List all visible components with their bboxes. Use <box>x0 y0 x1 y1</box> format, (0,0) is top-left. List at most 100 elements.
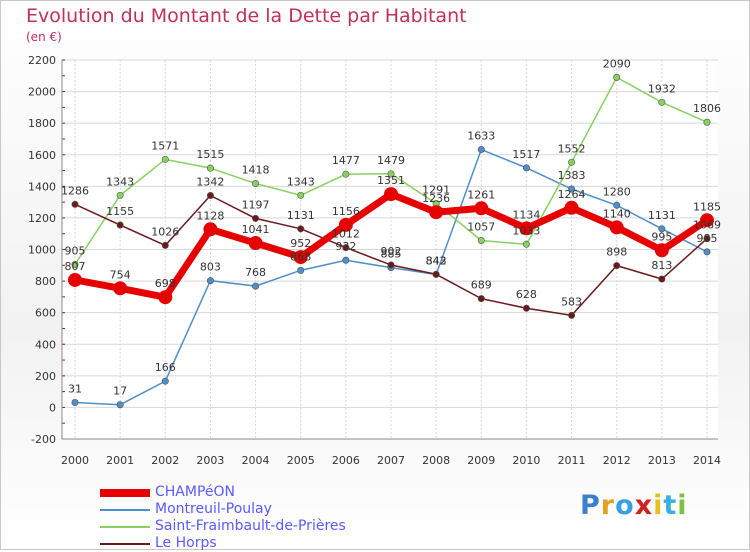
data-label: 807 <box>65 260 86 273</box>
logo-letter: r <box>600 490 616 521</box>
legend-label: Le Horps <box>155 535 217 551</box>
data-label: 628 <box>516 288 537 301</box>
data-label: 813 <box>651 259 672 272</box>
data-label: 1236 <box>422 192 450 205</box>
data-point <box>568 311 576 319</box>
data-point <box>206 191 214 199</box>
data-label: 1351 <box>377 174 405 187</box>
data-label: 1197 <box>242 198 270 211</box>
x-tick-label: 2008 <box>422 454 450 467</box>
x-tick-label: 2010 <box>512 454 540 467</box>
legend-item: Le Horps <box>100 535 400 552</box>
data-label: 1418 <box>242 163 270 176</box>
data-point <box>68 272 82 287</box>
y-tick-label: 1800 <box>28 117 56 130</box>
legend-swatch <box>100 526 150 528</box>
data-label: 1131 <box>648 209 676 222</box>
data-point <box>297 266 305 274</box>
y-tick-label: -200 <box>31 433 56 446</box>
data-label: 1131 <box>287 209 315 222</box>
data-point <box>161 377 169 385</box>
data-point <box>568 185 576 193</box>
data-point <box>387 261 395 269</box>
data-label: 1026 <box>151 225 179 238</box>
data-point <box>297 191 305 199</box>
y-tick-label: 0 <box>49 401 56 414</box>
data-label: 885 <box>381 248 402 261</box>
data-point <box>338 217 353 232</box>
legend-label: CHAMPéON <box>155 484 236 500</box>
data-point <box>658 275 666 283</box>
data-point <box>522 304 530 312</box>
legend-item: Montreuil-Poulay <box>100 501 400 518</box>
data-label: 2090 <box>603 57 631 70</box>
data-label: 995 <box>651 230 672 243</box>
x-tick-label: 2007 <box>377 454 405 467</box>
x-tick-label: 2013 <box>648 454 676 467</box>
data-label: 1383 <box>558 169 586 182</box>
data-label: 698 <box>155 277 176 290</box>
data-label: 1041 <box>242 223 270 236</box>
data-point <box>387 170 395 178</box>
data-point <box>522 164 530 172</box>
data-label: 1477 <box>332 154 360 167</box>
proxiti-logo: Proxiti <box>580 490 688 521</box>
data-point <box>609 220 624 235</box>
data-label: 1185 <box>693 200 721 213</box>
data-point <box>429 205 444 220</box>
y-tick-label: 2000 <box>28 86 56 99</box>
data-label: 905 <box>65 245 86 258</box>
data-label: 1479 <box>377 154 405 167</box>
x-tick-label: 2000 <box>61 454 89 467</box>
data-point <box>71 261 79 269</box>
logo-letter: i <box>653 490 664 521</box>
data-point <box>342 170 350 178</box>
data-point <box>613 201 621 209</box>
data-label: 868 <box>290 250 311 263</box>
data-label: 1140 <box>603 207 631 220</box>
data-label: 583 <box>561 295 582 308</box>
data-label: 803 <box>200 261 221 274</box>
data-label: 842 <box>426 254 447 267</box>
data-label: 1155 <box>106 205 134 218</box>
data-label: 17 <box>113 385 127 398</box>
data-label: 1571 <box>151 139 179 152</box>
x-tick-label: 2006 <box>332 454 360 467</box>
data-point <box>384 187 398 202</box>
x-tick-label: 2014 <box>693 454 721 467</box>
y-tick-label: 2200 <box>28 54 56 67</box>
logo-letter: o <box>615 490 635 521</box>
logo-letter: i <box>677 490 688 521</box>
y-tick-label: 400 <box>35 338 56 351</box>
data-point <box>477 295 485 303</box>
y-tick-label: 1200 <box>28 212 56 225</box>
data-point <box>703 235 711 243</box>
data-label: 1552 <box>558 142 586 155</box>
legend-swatch <box>100 543 150 545</box>
data-label: 985 <box>697 232 718 245</box>
data-label: 1343 <box>106 175 134 188</box>
y-tick-label: 1400 <box>28 180 56 193</box>
data-point <box>564 200 579 215</box>
data-point <box>432 270 440 278</box>
data-label: 1033 <box>512 224 540 237</box>
data-point <box>568 158 576 166</box>
data-label: 31 <box>68 383 82 396</box>
legend-label: Saint-Fraimbault-de-Prières <box>155 518 346 534</box>
data-label: 1280 <box>603 185 631 198</box>
data-label: 689 <box>471 279 492 292</box>
x-tick-label: 2001 <box>106 454 134 467</box>
data-point <box>342 244 350 252</box>
y-tick-label: 1600 <box>28 149 56 162</box>
data-point <box>252 214 260 222</box>
x-tick-label: 2009 <box>467 454 495 467</box>
data-label: 754 <box>110 268 131 281</box>
data-label: 1342 <box>196 175 224 188</box>
data-point <box>613 73 621 81</box>
chart-subtitle: (en €) <box>26 30 62 44</box>
y-tick-label: 200 <box>35 370 56 383</box>
data-point <box>654 243 669 258</box>
data-label: 932 <box>335 240 356 253</box>
data-label: 1128 <box>196 209 224 222</box>
data-label: 1932 <box>648 82 676 95</box>
